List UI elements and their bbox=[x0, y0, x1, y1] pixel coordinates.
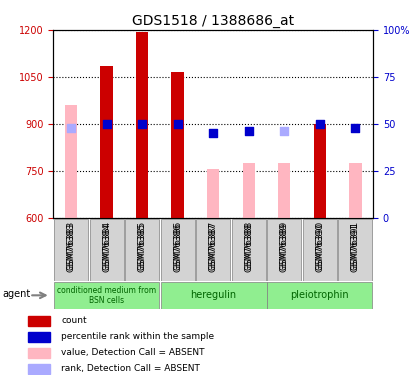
Text: GSM76385: GSM76385 bbox=[137, 220, 146, 270]
Title: GDS1518 / 1388686_at: GDS1518 / 1388686_at bbox=[132, 13, 294, 28]
FancyBboxPatch shape bbox=[231, 219, 265, 281]
Text: pleiotrophin: pleiotrophin bbox=[290, 290, 348, 300]
Text: GSM76383: GSM76383 bbox=[66, 223, 75, 272]
Text: GSM76384: GSM76384 bbox=[102, 220, 111, 270]
Bar bbox=[207, 169, 219, 217]
Bar bbox=[242, 163, 254, 218]
Point bbox=[316, 121, 322, 127]
Text: agent: agent bbox=[3, 289, 31, 299]
FancyBboxPatch shape bbox=[267, 219, 301, 281]
FancyBboxPatch shape bbox=[196, 219, 230, 281]
Text: GSM76387: GSM76387 bbox=[208, 220, 217, 270]
Bar bbox=[277, 163, 290, 218]
Point bbox=[67, 124, 74, 130]
Point bbox=[245, 128, 252, 134]
Text: GSM76386: GSM76386 bbox=[173, 223, 182, 272]
Text: heregulin: heregulin bbox=[190, 290, 236, 300]
Text: GSM76383: GSM76383 bbox=[66, 220, 75, 270]
Text: GSM76389: GSM76389 bbox=[279, 220, 288, 270]
Text: GSM76391: GSM76391 bbox=[350, 220, 359, 270]
Text: GSM76390: GSM76390 bbox=[315, 223, 324, 272]
FancyBboxPatch shape bbox=[54, 282, 159, 309]
FancyBboxPatch shape bbox=[54, 219, 88, 281]
Text: GSM76385: GSM76385 bbox=[137, 223, 146, 272]
FancyBboxPatch shape bbox=[125, 219, 159, 281]
Bar bbox=[65, 105, 77, 218]
FancyBboxPatch shape bbox=[89, 219, 124, 281]
Point bbox=[174, 121, 180, 127]
FancyBboxPatch shape bbox=[302, 219, 336, 281]
FancyBboxPatch shape bbox=[267, 282, 371, 309]
Bar bbox=[28, 316, 50, 326]
Bar bbox=[135, 32, 148, 217]
Text: GSM76390: GSM76390 bbox=[315, 220, 324, 270]
Point bbox=[103, 121, 110, 127]
Bar bbox=[171, 72, 184, 217]
Text: GSM76386: GSM76386 bbox=[173, 220, 182, 270]
Bar bbox=[28, 363, 50, 374]
Point bbox=[280, 128, 287, 134]
Text: GSM76384: GSM76384 bbox=[102, 223, 111, 272]
Point bbox=[209, 130, 216, 136]
Text: percentile rank within the sample: percentile rank within the sample bbox=[61, 332, 213, 341]
Bar bbox=[100, 66, 112, 218]
Bar bbox=[28, 332, 50, 342]
Text: GSM76387: GSM76387 bbox=[208, 223, 217, 272]
FancyBboxPatch shape bbox=[160, 219, 194, 281]
Text: rank, Detection Call = ABSENT: rank, Detection Call = ABSENT bbox=[61, 364, 200, 373]
Text: conditioned medium from
BSN cells: conditioned medium from BSN cells bbox=[57, 286, 156, 305]
FancyBboxPatch shape bbox=[160, 282, 267, 309]
Point bbox=[139, 121, 145, 127]
Point bbox=[351, 124, 358, 130]
Bar bbox=[28, 348, 50, 358]
Text: count: count bbox=[61, 316, 87, 325]
Text: GSM76391: GSM76391 bbox=[350, 223, 359, 272]
Bar bbox=[348, 163, 361, 218]
Text: GSM76389: GSM76389 bbox=[279, 223, 288, 272]
Text: GSM76388: GSM76388 bbox=[244, 220, 253, 270]
FancyBboxPatch shape bbox=[337, 219, 371, 281]
Bar bbox=[313, 124, 325, 218]
Text: value, Detection Call = ABSENT: value, Detection Call = ABSENT bbox=[61, 348, 204, 357]
Text: GSM76388: GSM76388 bbox=[244, 223, 253, 272]
